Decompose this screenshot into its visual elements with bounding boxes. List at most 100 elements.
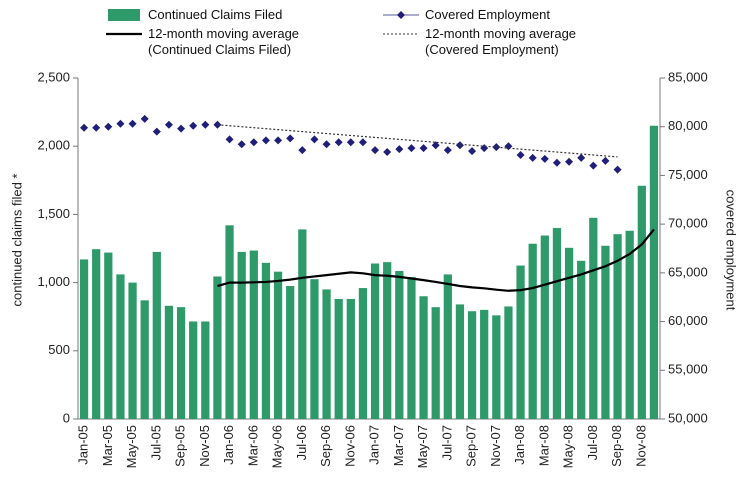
diamond-point xyxy=(528,153,537,162)
diamond-point xyxy=(407,144,416,153)
diamond-point xyxy=(189,121,198,130)
y2-axis-label: covered employment xyxy=(724,190,738,311)
x-tick-label: May-08 xyxy=(561,425,576,468)
bar xyxy=(540,235,549,419)
legend-swatch xyxy=(397,11,405,19)
legend-scatter: Covered Employment xyxy=(425,7,655,23)
bar xyxy=(480,309,489,419)
bar xyxy=(552,228,562,419)
diamond-point xyxy=(346,138,355,147)
bar xyxy=(152,251,161,419)
diamond-point xyxy=(358,138,367,147)
diamond-point xyxy=(104,122,113,131)
bar xyxy=(104,252,113,419)
bar xyxy=(164,305,174,419)
x-tick-label: Jan-06 xyxy=(221,425,236,465)
bar xyxy=(613,234,622,419)
x-tick-label: Jan-07 xyxy=(367,425,382,465)
bar xyxy=(443,274,452,419)
bar xyxy=(589,217,598,419)
diamond-point xyxy=(589,161,598,170)
y-tick-label: 1,000 xyxy=(37,274,70,289)
diamond-point xyxy=(80,123,89,132)
x-tick-label: Nov-08 xyxy=(633,425,648,467)
diamond-point xyxy=(261,136,270,145)
legend-label: Covered Employment xyxy=(425,7,550,22)
diamond-point xyxy=(601,156,610,165)
x-tick-label: Sep-06 xyxy=(318,425,333,467)
moving-average-dotted xyxy=(217,124,618,158)
y2-tick-label: 85,000 xyxy=(668,69,708,84)
diamond-point xyxy=(310,135,319,144)
bar xyxy=(213,276,222,419)
bar xyxy=(455,304,465,419)
y2-tick-label: 65,000 xyxy=(668,264,708,279)
diamond-point xyxy=(128,119,137,128)
x-tick-label: Sep-07 xyxy=(464,425,479,467)
diamond-point xyxy=(249,138,258,147)
bar xyxy=(176,307,186,419)
x-tick-label: Nov-05 xyxy=(197,425,212,467)
diamond-point xyxy=(540,154,549,163)
bar xyxy=(467,311,477,419)
x-tick-label: Jan-05 xyxy=(76,425,91,465)
bar xyxy=(249,250,258,419)
bar xyxy=(237,251,246,419)
x-tick-label: Jul-07 xyxy=(439,425,454,460)
diamond-point xyxy=(504,142,513,151)
bar xyxy=(577,260,586,419)
bar xyxy=(383,262,392,419)
bar xyxy=(261,262,271,419)
y2-tick-label: 75,000 xyxy=(668,167,708,182)
bar xyxy=(528,243,537,419)
diamond-point xyxy=(395,145,404,154)
diamond-point xyxy=(480,144,489,153)
diamond-point xyxy=(516,150,525,159)
diamond-point xyxy=(565,157,574,166)
bar xyxy=(407,277,416,419)
diamond-point xyxy=(577,153,586,162)
bar xyxy=(189,321,198,419)
bar xyxy=(298,229,307,419)
diamond-point xyxy=(140,114,149,123)
x-tick-label: May-06 xyxy=(270,425,285,468)
bar xyxy=(201,321,210,419)
bar xyxy=(370,263,380,419)
legend-label: 12-month moving average (Covered Employm… xyxy=(425,26,577,57)
x-tick-label: Mar-08 xyxy=(536,425,551,466)
x-tick-label: Mar-05 xyxy=(100,425,115,466)
diamond-point xyxy=(286,134,295,143)
legend-dotted: 12-month moving average (Covered Employm… xyxy=(425,26,610,58)
x-tick-label: Nov-06 xyxy=(342,425,357,467)
bar xyxy=(116,274,125,419)
legend-label: Continued Claims Filed xyxy=(148,7,283,22)
x-tick-label: Mar-06 xyxy=(245,425,260,466)
x-tick-label: Sep-08 xyxy=(609,425,624,467)
legend-bar: Continued Claims Filed xyxy=(148,7,378,23)
diamond-point xyxy=(201,120,210,129)
diamond-point xyxy=(116,119,125,128)
diamond-point xyxy=(383,148,392,157)
bar xyxy=(431,307,440,419)
moving-average-line xyxy=(217,228,655,292)
diamond-point xyxy=(225,135,234,144)
diamond-point xyxy=(164,120,173,129)
bar xyxy=(322,289,331,419)
bar xyxy=(128,282,137,419)
bar xyxy=(625,230,634,419)
x-tick-label: Sep-05 xyxy=(173,425,188,467)
diamond-point xyxy=(177,124,186,133)
bar xyxy=(419,296,428,419)
bar xyxy=(310,279,319,419)
y-tick-label: 2,000 xyxy=(37,138,70,153)
y2-tick-label: 55,000 xyxy=(668,362,708,377)
diamond-point xyxy=(152,127,161,136)
legend-swatch xyxy=(108,9,140,21)
bar xyxy=(79,259,89,419)
x-tick-label: Jul-05 xyxy=(148,425,163,460)
x-tick-label: May-05 xyxy=(124,425,139,468)
diamond-point xyxy=(492,143,501,152)
diamond-point xyxy=(371,146,380,155)
